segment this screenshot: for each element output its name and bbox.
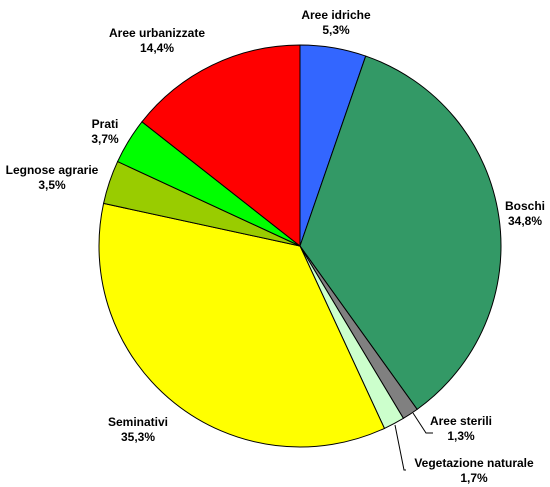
slice-label-aree-idriche: Aree idriche 5,3% [301, 8, 371, 37]
slice-label-aree-sterili: Aree sterili 1,3% [430, 414, 492, 443]
slice-label-boschi: Boschi 34,8% [505, 199, 545, 228]
leader-line-vegetazione-naturale [394, 424, 406, 471]
slice-label-vegetazione-naturale: Vegetazione naturale 1,7% [414, 456, 534, 485]
leader-lines [394, 412, 433, 471]
slice-aree-urbanizzate [141, 44, 301, 248]
slice-label-prati: Prati 3,7% [91, 117, 119, 146]
pie-slices [98, 44, 502, 448]
slice-seminativi [98, 202, 386, 448]
slice-labels: Aree idriche 5,3% Boschi 34,8% Aree sterili 1… [6, 8, 545, 485]
slice-label-legnose-agrarie: Legnose agrarie 3,5% [6, 163, 99, 192]
slice-label-aree-urbanizzate: Aree urbanizzate 14,4% [109, 26, 205, 55]
slice-boschi [299, 55, 502, 411]
slice-label-seminativi: Seminativi 35,3% [108, 415, 168, 444]
leader-line-aree-sterili [412, 412, 433, 434]
